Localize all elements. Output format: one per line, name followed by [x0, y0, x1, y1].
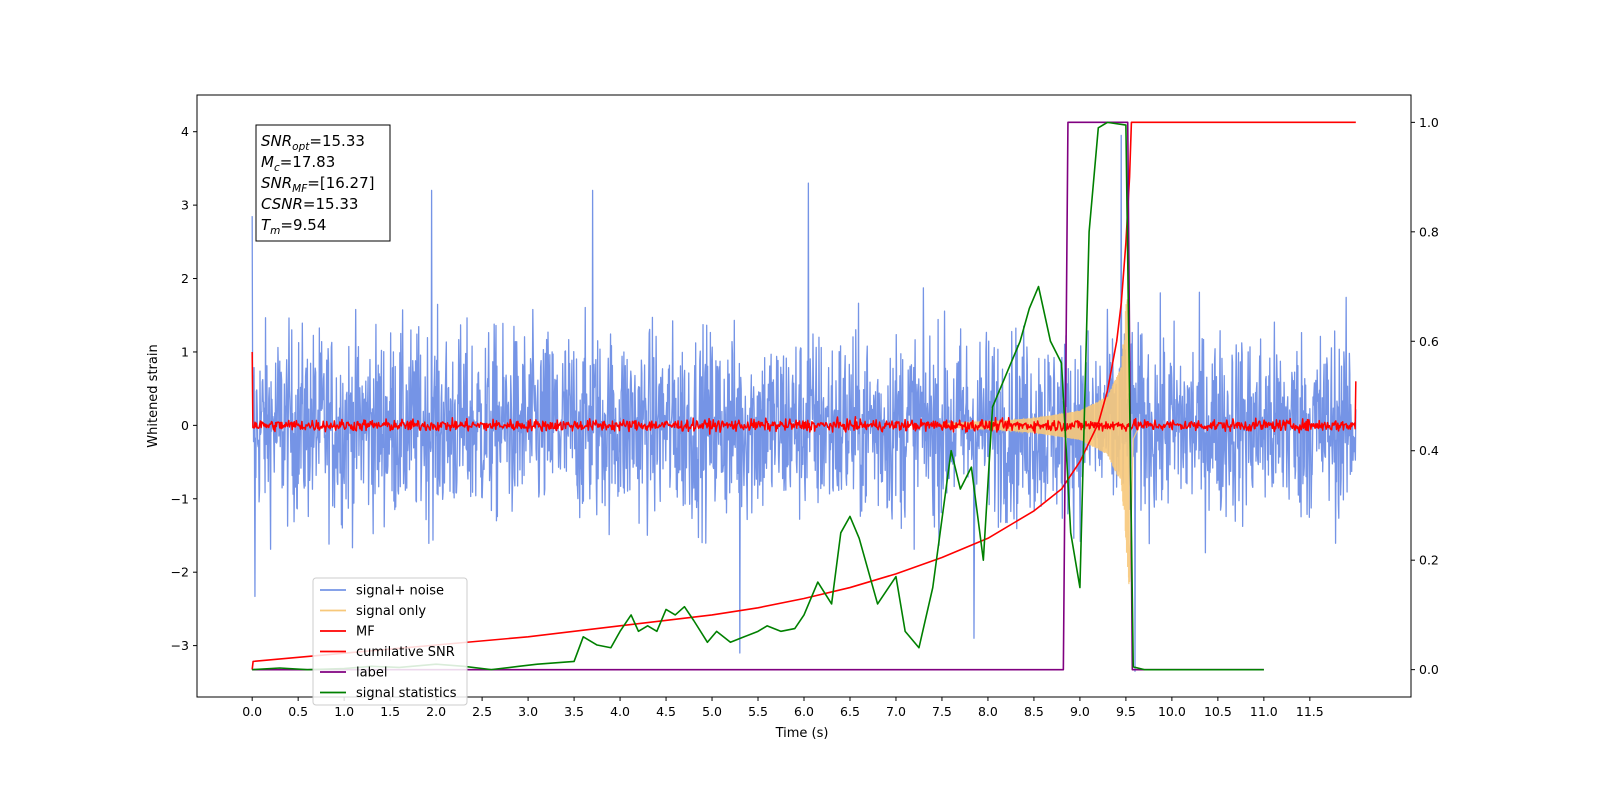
info-line-symbol: SNR [261, 132, 292, 150]
x-tick-label: 11.0 [1250, 704, 1278, 719]
legend-label-label: label [356, 666, 387, 681]
x-tick-label: 9.5 [1116, 704, 1136, 719]
legend-label-mf: MF [356, 625, 375, 640]
y2-tick-label: 0.6 [1419, 334, 1439, 349]
info-line-subscript: c [274, 162, 280, 174]
y-tick-label: −2 [171, 565, 189, 580]
x-tick-label: 6.5 [840, 704, 860, 719]
x-tick-label: 1.5 [380, 704, 400, 719]
legend-label-cumilative-snr: cumilative SNR [356, 645, 455, 660]
legend-label-signal-noise: signal+ noise [356, 584, 444, 599]
y-axis-left: −3 −2 −1 0 1 2 3 4 [171, 124, 197, 653]
legend-label-signal-only: signal only [356, 604, 426, 619]
y2-tick-label: 0.4 [1419, 443, 1439, 458]
x-tick-label: 7.5 [932, 704, 952, 719]
legend-label-signal-statistics: signal statistics [356, 686, 457, 701]
y-axis-right: 0.0 0.2 0.4 0.6 0.8 1.0 [1411, 115, 1439, 677]
info-line: Mc=17.83 [261, 153, 335, 174]
info-line-value: =[16.27] [307, 174, 374, 192]
info-box-frame [255, 124, 391, 242]
y-tick-label: −1 [171, 491, 189, 506]
series-signal-statistics [252, 121, 1264, 671]
info-line: Tm=9.54 [261, 216, 326, 237]
info-annotation-box: SNRopt=15.33Mc=17.83SNRMF=[16.27]CSNR=15… [255, 124, 391, 242]
x-tick-label: 3.0 [518, 704, 538, 719]
y2-tick-label: 0.8 [1419, 224, 1439, 239]
info-line-subscript: opt [292, 141, 310, 153]
x-tick-label: 10.5 [1204, 704, 1232, 719]
x-tick-label: 6.0 [794, 704, 814, 719]
y-tick-label: 2 [181, 271, 189, 286]
y-tick-label: 1 [181, 344, 189, 359]
info-line: SNRopt=15.33 [261, 132, 365, 153]
y-tick-label: −3 [171, 638, 189, 653]
x-tick-label: 5.5 [748, 704, 768, 719]
x-axis-label: Time (s) [775, 726, 829, 741]
x-axis: 0.0 0.5 1.0 1.5 2.0 2.5 3.0 3.5 4.0 4.5 5.0 5.5 6.0 6… [242, 697, 1324, 719]
info-line-subscript: MF [292, 183, 308, 195]
x-tick-label: 8.5 [1024, 704, 1044, 719]
info-line-value: =15.33 [309, 132, 365, 150]
info-line-subscript: m [270, 225, 280, 237]
info-line-symbol: CSNR [261, 195, 303, 213]
info-line-symbol: T [261, 216, 272, 234]
y2-tick-label: 1.0 [1419, 115, 1439, 130]
x-tick-label: 10.0 [1158, 704, 1186, 719]
y2-tick-label: 0.0 [1419, 662, 1439, 677]
series-mf [251, 351, 1357, 435]
x-tick-label: 1.0 [334, 704, 354, 719]
x-tick-label: 4.0 [610, 704, 630, 719]
x-tick-label: 0.0 [242, 704, 262, 719]
x-tick-label: 11.5 [1296, 704, 1324, 719]
x-tick-label: 7.0 [886, 704, 906, 719]
x-tick-label: 2.0 [426, 704, 446, 719]
info-line: CSNR=15.33 [261, 195, 358, 213]
info-line-symbol: SNR [261, 174, 292, 192]
legend-frame [312, 577, 468, 706]
y-tick-label: 3 [181, 198, 189, 213]
x-tick-label: 8.0 [978, 704, 998, 719]
y-tick-label: 4 [181, 124, 189, 139]
x-tick-label: 0.5 [288, 704, 308, 719]
x-tick-label: 9.0 [1070, 704, 1090, 719]
x-tick-label: 2.5 [472, 704, 492, 719]
info-line-value: =9.54 [280, 216, 326, 234]
y-tick-label: 0 [181, 418, 189, 433]
x-tick-label: 4.5 [656, 704, 676, 719]
series-cumilative-snr [251, 121, 1356, 670]
info-line: SNRMF=[16.27] [261, 174, 375, 195]
info-line-value: =17.83 [280, 153, 336, 171]
series-layer [251, 121, 1357, 672]
info-line-symbol: M [261, 153, 274, 171]
legend: signal+ noise signal only MF cumilative SNR… [312, 577, 468, 706]
info-line-value: =15.33 [303, 195, 359, 213]
y-axis-label: Whitened strain [146, 344, 161, 447]
x-tick-label: 3.5 [564, 704, 584, 719]
x-tick-label: 5.0 [702, 704, 722, 719]
y2-tick-label: 0.2 [1419, 553, 1439, 568]
